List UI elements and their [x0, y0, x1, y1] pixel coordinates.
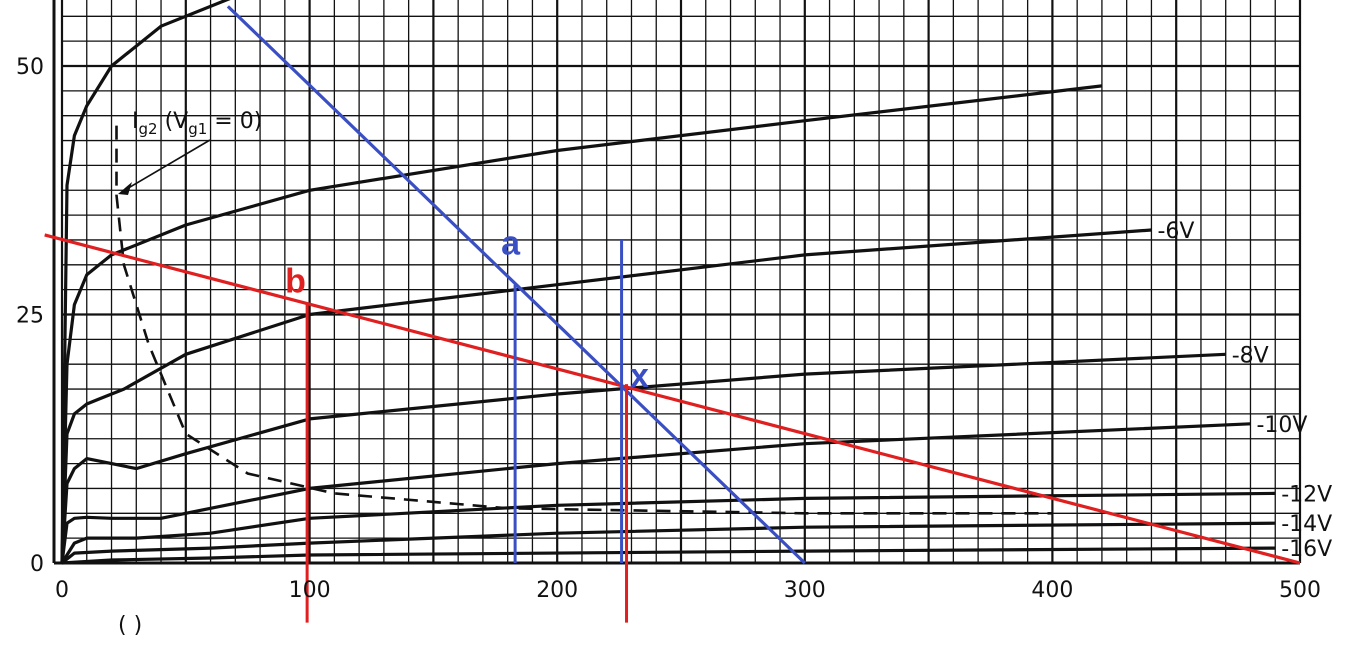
- ig2-label-part: (V: [158, 109, 189, 134]
- ig2-label-part: = 0): [207, 109, 262, 134]
- series-label: -10V: [1256, 413, 1307, 438]
- ig2-label-part: g2: [139, 120, 158, 138]
- x-tick-label: 200: [536, 578, 578, 603]
- plate-curve-2: [60, 228, 1152, 564]
- bottom-fragment: ( ): [118, 613, 142, 638]
- point-label-b: b: [285, 263, 306, 301]
- series-label: -14V: [1281, 512, 1332, 537]
- ig2-label: Ig2 (Vg1 = 0): [132, 109, 262, 138]
- plate-curve-4: [60, 422, 1251, 564]
- x-tick-label: 400: [1031, 578, 1073, 603]
- ig2-label-part: I: [132, 109, 139, 134]
- ig2-curve: Ig2 (Vg1 = 0): [115, 109, 1053, 515]
- axes: [52, 0, 1300, 565]
- series-label: -6V: [1157, 219, 1194, 244]
- plate-curve-1: [60, 84, 1103, 564]
- plate-curve-0: [60, 0, 231, 564]
- plate-curve-6: [61, 521, 1276, 565]
- ig2-dashed-curve: [115, 125, 1053, 515]
- plate-curves: -6V -8V -10V -12V -14V-16V: [60, 0, 1332, 565]
- x-tick-label: 300: [784, 578, 826, 603]
- ig2-arrow-head: [118, 182, 132, 195]
- plate-curve-5: [60, 491, 1276, 564]
- ig2-pointer-line: [124, 139, 211, 191]
- y-tick-label: 50: [16, 55, 44, 80]
- series-label: -8V: [1232, 343, 1269, 368]
- x-tick-label: 0: [55, 578, 69, 603]
- tick-labels: 0 100 200 300 400 500 0 25 50 ( ): [16, 55, 1321, 638]
- y-tick-label: 25: [16, 304, 44, 329]
- ig2-label-part: g1: [188, 120, 207, 138]
- red-load-line: [44, 233, 1301, 565]
- plate-curve-7: [61, 546, 1276, 565]
- point-label-a: a: [501, 225, 521, 263]
- x-tick-label: 100: [289, 578, 331, 603]
- series-label: -12V: [1281, 482, 1332, 507]
- series-label: -16V: [1281, 537, 1332, 562]
- point-label-x: x: [630, 357, 649, 395]
- y-tick-label: 0: [30, 552, 44, 577]
- x-tick-label: 500: [1279, 578, 1321, 603]
- plate-curve-3: [60, 352, 1226, 564]
- annotations: a b x: [44, 5, 1301, 623]
- grid: [60, 0, 1302, 565]
